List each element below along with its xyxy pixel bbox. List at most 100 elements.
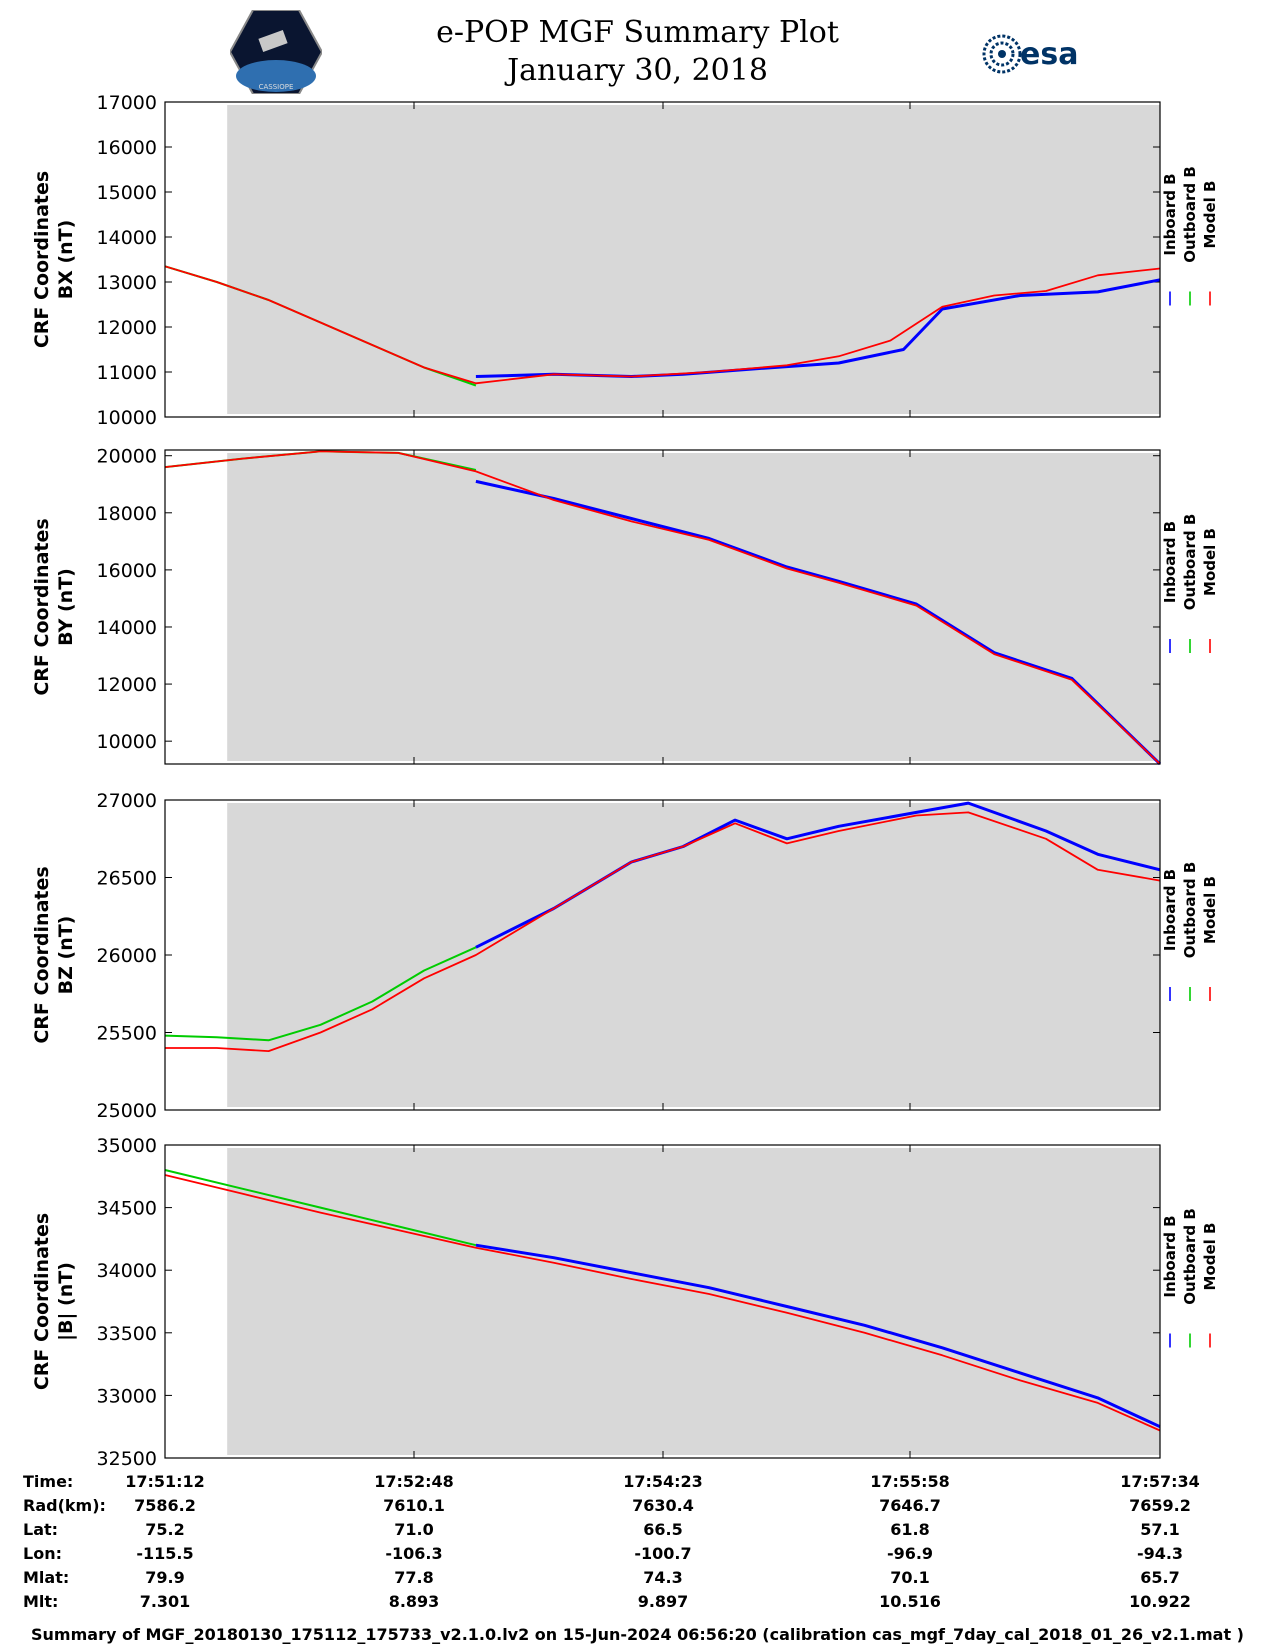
panel-2-ytick-label: 12000 [97, 674, 157, 696]
info-cell: 17:54:23 [623, 1472, 703, 1491]
panel-3-legend-label: Model B [1201, 876, 1219, 944]
panel-1-ylabel-line2: BX (nT) [55, 220, 77, 300]
panel-4-series-outboard-b [164, 1169, 477, 1247]
info-cell: 10.922 [1129, 1592, 1191, 1611]
panel-2-legend-label: Outboard B [1181, 514, 1199, 611]
panel-1-ytick-label: 12000 [97, 317, 157, 339]
info-row-label: Rad(km): [23, 1496, 106, 1515]
panel-3-series-outboard-b [164, 946, 477, 1042]
panel-2-axes-frame [164, 449, 1161, 765]
panel-4-axes-frame [164, 1144, 1161, 1459]
panel-2-shaded-region [227, 453, 1160, 761]
panel-3-legend-label: Outboard B [1181, 862, 1199, 959]
panel-2-ylabel-line1: CRF Coordinates [31, 518, 53, 695]
panel-4-ytick-label: 33500 [97, 1323, 157, 1345]
plot-subtitle: January 30, 2018 [507, 53, 768, 88]
panel-3-series-model-b [165, 811, 1161, 1052]
mission-logo: CASSIOPE [230, 10, 322, 94]
info-cell: -115.5 [136, 1544, 193, 1563]
panel-4-ytick-label: 35000 [97, 1135, 157, 1157]
panel-3-ytick-label: 26000 [97, 945, 157, 967]
info-cell: 17:52:48 [374, 1472, 454, 1491]
esa-logo-text: esa [1020, 37, 1078, 72]
info-cell: 75.2 [145, 1520, 184, 1539]
info-cell: 17:55:58 [870, 1472, 950, 1491]
info-cell: 17:51:12 [125, 1472, 205, 1491]
panel-2-legend-label: Inboard B [1161, 521, 1179, 603]
panel-1-ylabel-line1: CRF Coordinates [31, 171, 53, 348]
panel-2-ytick-label: 20000 [97, 446, 157, 468]
info-cell: 7659.2 [1129, 1496, 1191, 1515]
panel-1-ytick-label: 16000 [97, 137, 157, 159]
plot-title: e-POP MGF Summary Plot [436, 15, 839, 50]
panel-4-ytick-label: 34500 [97, 1198, 157, 1220]
info-cell: 7646.7 [879, 1496, 941, 1515]
info-cell: 8.893 [389, 1592, 440, 1611]
panel-2-series-model-b [164, 450, 1161, 765]
panel-4-ylabel-line2: |B| (nT) [55, 1262, 77, 1341]
panel-3-legend-label: Inboard B [1161, 869, 1179, 951]
info-cell: 66.5 [643, 1520, 682, 1539]
panel-1-ytick-label: 10000 [97, 407, 157, 429]
info-cell: 10.516 [879, 1592, 941, 1611]
info-cell: 17:57:34 [1120, 1472, 1200, 1491]
info-row-label: Lat: [23, 1520, 58, 1539]
panel-4-series-inboard-b [475, 1243, 1161, 1429]
info-cell: 9.897 [638, 1592, 689, 1611]
info-row-label: Mlat: [23, 1568, 69, 1587]
earth-horizon [236, 60, 316, 92]
info-row-label: Mlt: [23, 1592, 58, 1611]
info-cell: 74.3 [643, 1568, 682, 1587]
info-cell: -100.7 [634, 1544, 691, 1563]
panel-3-ylabel-line2: BZ (nT) [55, 916, 77, 995]
info-cell: -94.3 [1137, 1544, 1183, 1563]
panel-2-ytick-label: 14000 [97, 617, 157, 639]
info-cell: 57.1 [1140, 1520, 1179, 1539]
info-row-label: Lon: [23, 1544, 62, 1563]
panel-4-shaded-region [227, 1148, 1160, 1455]
panel-4-ytick-label: 33000 [97, 1385, 157, 1407]
panel-1-series-model-b [164, 265, 1161, 385]
panel-1-ytick-label: 15000 [97, 182, 157, 204]
panel-3-ytick-label: 27000 [97, 790, 157, 812]
panel-3-ylabel-line1: CRF Coordinates [31, 866, 53, 1043]
panel-3-ytick-label: 26500 [97, 868, 157, 890]
panel-4-ytick-label: 34000 [97, 1260, 157, 1282]
panel-1-ytick-label: 14000 [97, 227, 157, 249]
panel-2-ytick-label: 10000 [97, 731, 157, 753]
info-cell: 77.8 [394, 1568, 433, 1587]
title-block: e-POP MGF Summary Plot January 30, 2018 [0, 14, 1275, 90]
mission-logo-text: CASSIOPE [259, 83, 294, 91]
panel-2-ylabel-line2: BY (nT) [55, 568, 77, 646]
info-cell: 70.1 [890, 1568, 929, 1587]
info-cell: 79.9 [145, 1568, 184, 1587]
panel-2-series-inboard-b [475, 479, 1162, 766]
panel-4-legend-label: Inboard B [1161, 1215, 1179, 1297]
esa-swirl-icon [982, 34, 1022, 74]
info-cell: 7586.2 [134, 1496, 196, 1515]
esa-logo: esa [982, 34, 1078, 74]
panel-1-ytick-label: 17000 [97, 92, 157, 114]
footer-summary: Summary of MGF_20180130_175112_175733_v2… [31, 1625, 1244, 1644]
satellite-icon [258, 29, 288, 53]
info-cell: 7630.4 [632, 1496, 694, 1515]
info-cell: -96.9 [887, 1544, 933, 1563]
panel-4-ylabel-line1: CRF Coordinates [31, 1213, 53, 1390]
info-cell: 61.8 [890, 1520, 929, 1539]
panel-3-shaded-region [227, 803, 1160, 1107]
panel-2-ytick-label: 16000 [97, 560, 157, 582]
info-cell: -106.3 [385, 1544, 442, 1563]
panel-1-ytick-label: 13000 [97, 272, 157, 294]
info-row-label: Time: [23, 1472, 73, 1491]
panel-4-ytick-label: 32500 [97, 1448, 157, 1470]
panel-4-legend-label: Outboard B [1181, 1208, 1199, 1305]
panel-1-legend-label: Model B [1201, 181, 1219, 249]
panel-4-series-model-b [164, 1174, 1161, 1432]
panel-3-axes-frame [164, 799, 1161, 1111]
panel-3-ytick-label: 25500 [97, 1023, 157, 1045]
panel-1-legend-label: Inboard B [1161, 173, 1179, 255]
panel-1-legend-label: Outboard B [1181, 166, 1199, 263]
panel-1-axes-frame [164, 101, 1161, 418]
panel-1-ytick-label: 11000 [97, 362, 157, 384]
